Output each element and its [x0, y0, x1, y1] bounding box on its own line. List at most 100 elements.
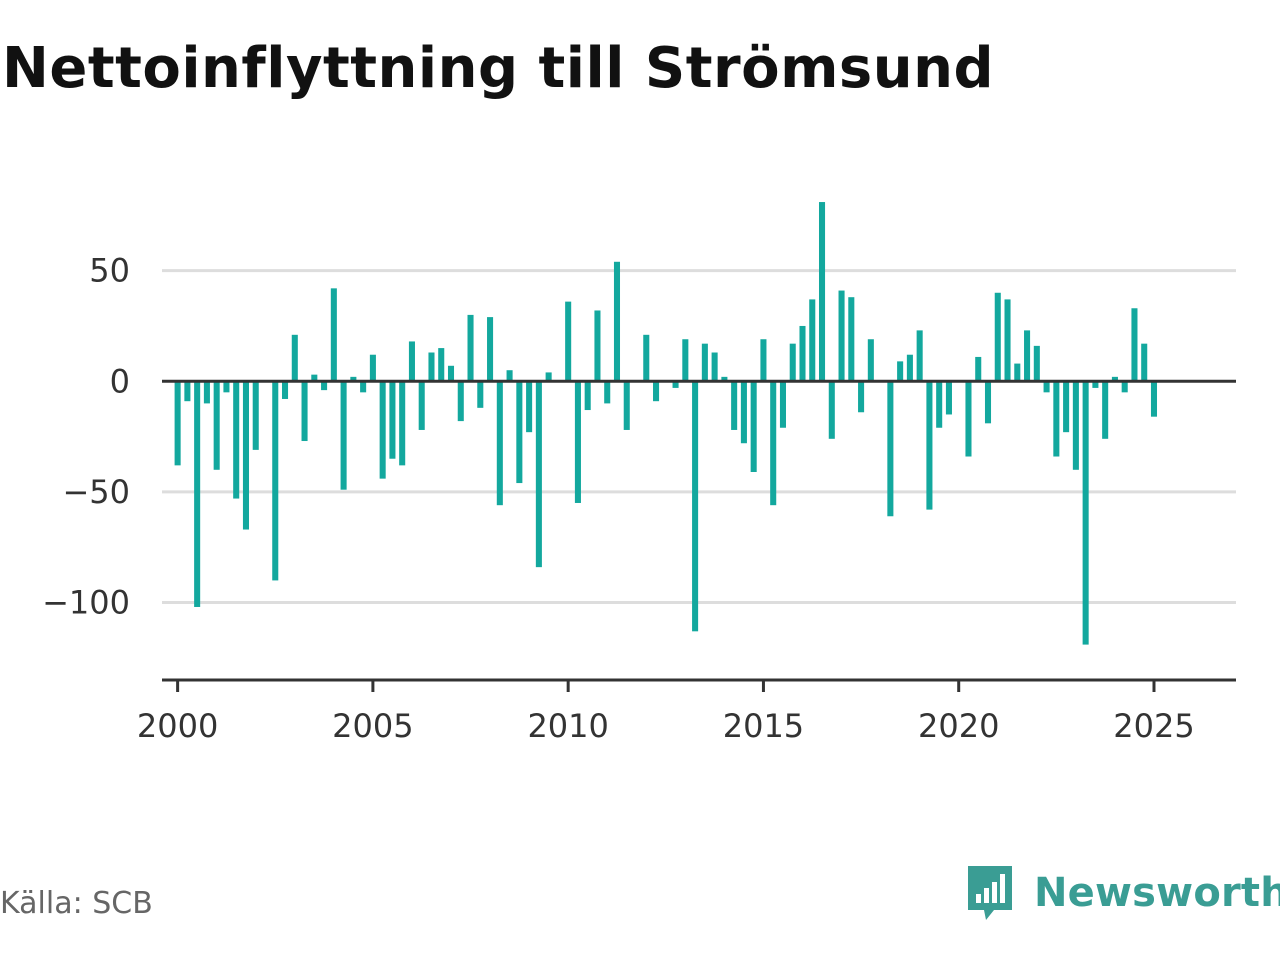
bar	[545, 372, 552, 382]
bar	[1102, 381, 1109, 439]
bar	[604, 381, 611, 404]
bar	[565, 301, 572, 382]
source-label: Källa: SCB	[0, 886, 153, 921]
bar	[789, 343, 796, 382]
bar	[194, 381, 201, 607]
bar	[984, 381, 992, 424]
bar	[926, 381, 933, 510]
bar	[936, 381, 943, 428]
bar	[1111, 376, 1118, 382]
bars	[174, 202, 1158, 645]
bar	[838, 290, 845, 382]
bar	[408, 341, 415, 382]
x-tick-label: 2015	[723, 707, 804, 745]
x-tick-label: 2005	[332, 707, 413, 745]
bar	[945, 381, 952, 415]
bar	[213, 381, 220, 470]
bar	[760, 339, 767, 382]
bar	[867, 339, 874, 382]
brand-name: Newsworthy	[1034, 870, 1280, 916]
bar	[379, 381, 386, 479]
bar	[1082, 381, 1089, 645]
bar	[447, 365, 455, 382]
bar	[975, 356, 982, 382]
bar	[281, 381, 289, 399]
bar	[682, 339, 689, 382]
bar	[1033, 345, 1040, 382]
bar	[1141, 343, 1148, 382]
bar	[203, 381, 210, 404]
bar	[623, 381, 630, 430]
bar	[252, 381, 259, 450]
bar	[184, 381, 191, 402]
brand-logo[interactable]: Newsworthy	[964, 862, 1280, 924]
bar	[242, 381, 249, 530]
bar	[516, 381, 523, 484]
bar	[311, 374, 318, 382]
bar	[360, 381, 367, 393]
bar	[731, 381, 738, 430]
y-tick-label: 50	[89, 252, 130, 290]
bar	[506, 370, 513, 382]
bar	[1063, 381, 1070, 433]
bar	[389, 381, 396, 459]
bar	[828, 381, 835, 439]
chart-title: Nettoinflyttning till Strömsund	[2, 36, 995, 101]
bar	[369, 354, 376, 382]
bar	[438, 348, 445, 382]
y-axis-tick-labels: 50 0 −50 −100	[42, 252, 130, 622]
bar	[174, 381, 181, 466]
bar	[916, 330, 923, 382]
bar	[350, 376, 357, 382]
newsworthy-logo-icon	[968, 866, 1012, 920]
y-tick-label: −50	[62, 473, 130, 511]
x-tick-label: 2020	[918, 707, 999, 745]
bar	[233, 381, 240, 499]
bar	[291, 334, 298, 382]
bar	[1024, 330, 1031, 382]
bar	[223, 381, 230, 393]
bar	[1131, 308, 1138, 382]
bar	[858, 381, 865, 413]
bar	[779, 381, 786, 428]
bar	[418, 381, 425, 430]
bar	[809, 299, 816, 382]
bar	[272, 381, 279, 581]
bar	[613, 261, 621, 382]
bar	[574, 381, 581, 503]
bar	[1072, 381, 1079, 470]
x-tick-label: 2000	[137, 707, 218, 745]
bar	[594, 310, 601, 382]
x-axis: 2000 2005 2010 2015 2020 2025	[137, 678, 1236, 745]
bar	[321, 381, 328, 391]
bar	[848, 297, 855, 382]
y-tick-label: −100	[42, 584, 130, 622]
bar	[701, 343, 708, 382]
bar	[1121, 381, 1128, 393]
bar	[1150, 381, 1158, 417]
bar	[1043, 381, 1050, 393]
x-tick-label: 2010	[527, 707, 608, 745]
bar	[994, 292, 1001, 382]
bar	[1092, 381, 1099, 388]
gridlines	[162, 269, 1236, 605]
bar	[711, 352, 718, 382]
bar	[1004, 299, 1011, 382]
bar	[477, 381, 484, 408]
x-tick-label: 2025	[1113, 707, 1194, 745]
bar	[750, 381, 757, 472]
bar	[1053, 381, 1060, 457]
bar	[740, 381, 747, 444]
bar	[653, 381, 660, 402]
bar	[799, 325, 806, 382]
bar	[965, 381, 972, 457]
bar	[887, 381, 894, 517]
bar	[672, 381, 679, 388]
bar	[692, 381, 699, 632]
bar	[818, 202, 826, 382]
bar	[487, 317, 494, 382]
bar	[330, 288, 337, 382]
bar	[496, 381, 503, 506]
bar	[428, 352, 435, 382]
